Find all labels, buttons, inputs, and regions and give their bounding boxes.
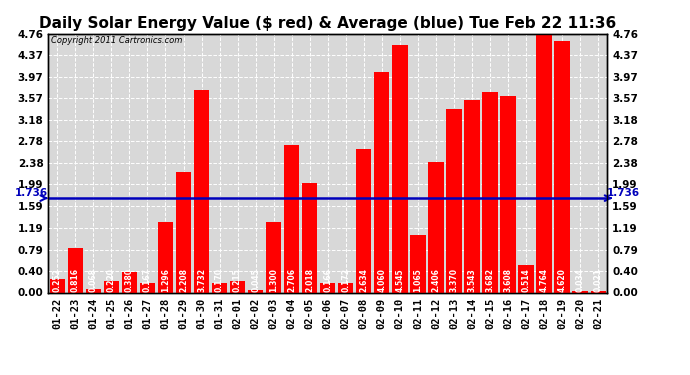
Text: 0.021: 0.021 [593,268,602,292]
Text: 1.736: 1.736 [15,188,48,198]
Bar [212,283,227,292]
Bar [591,291,606,292]
Bar [500,96,515,292]
Bar [284,146,299,292]
Text: 3.543: 3.543 [468,268,477,292]
Bar [446,109,462,292]
Bar [482,92,497,292]
Text: 2.634: 2.634 [359,268,368,292]
Text: 0.252: 0.252 [53,268,62,292]
Bar [140,284,155,292]
Bar [392,45,408,292]
Bar [555,41,570,292]
Bar [68,248,83,292]
Bar [230,281,245,292]
Bar [518,264,534,292]
Bar [302,183,317,292]
Text: 1.296: 1.296 [161,268,170,292]
Bar [573,291,588,292]
Bar [411,235,426,292]
Text: 0.514: 0.514 [522,268,531,292]
Text: 0.166: 0.166 [323,268,333,292]
Bar [194,90,209,292]
Bar [50,279,65,292]
Text: 0.167: 0.167 [143,268,152,292]
Text: 2.018: 2.018 [305,268,314,292]
Bar [248,290,264,292]
Text: 0.220: 0.220 [107,268,116,292]
Text: 2.706: 2.706 [287,268,296,292]
Text: 1.065: 1.065 [413,268,422,292]
Text: Copyright 2011 Cartronics.com: Copyright 2011 Cartronics.com [51,36,182,45]
Bar [266,222,282,292]
Bar [374,72,389,292]
Text: 3.370: 3.370 [449,268,458,292]
Bar [428,162,444,292]
Text: 0.045: 0.045 [251,268,260,292]
Text: 4.060: 4.060 [377,268,386,292]
Bar [338,283,353,292]
Text: 3.732: 3.732 [197,268,206,292]
Text: 0.068: 0.068 [89,268,98,292]
Text: 4.764: 4.764 [540,268,549,292]
Text: 0.034: 0.034 [575,268,584,292]
Bar [158,222,173,292]
Bar [86,289,101,292]
Bar [104,280,119,292]
Bar [176,172,191,292]
Text: 1.736: 1.736 [607,188,640,198]
Bar [320,284,335,292]
Text: 0.170: 0.170 [215,268,224,292]
Text: 0.380: 0.380 [125,268,134,292]
Bar [536,33,552,292]
Text: 4.545: 4.545 [395,268,404,292]
Bar [356,149,371,292]
Text: 0.816: 0.816 [71,268,80,292]
Text: 1.300: 1.300 [269,268,278,292]
Text: 3.608: 3.608 [504,268,513,292]
Text: 0.215: 0.215 [233,268,242,292]
Text: 3.682: 3.682 [486,268,495,292]
Text: 4.620: 4.620 [558,268,566,292]
Bar [121,272,137,292]
Text: 2.208: 2.208 [179,268,188,292]
Text: 2.406: 2.406 [431,268,440,292]
Bar [464,100,480,292]
Text: 0.172: 0.172 [342,268,351,292]
Title: Daily Solar Energy Value ($ red) & Average (blue) Tue Feb 22 11:36: Daily Solar Energy Value ($ red) & Avera… [39,16,616,31]
